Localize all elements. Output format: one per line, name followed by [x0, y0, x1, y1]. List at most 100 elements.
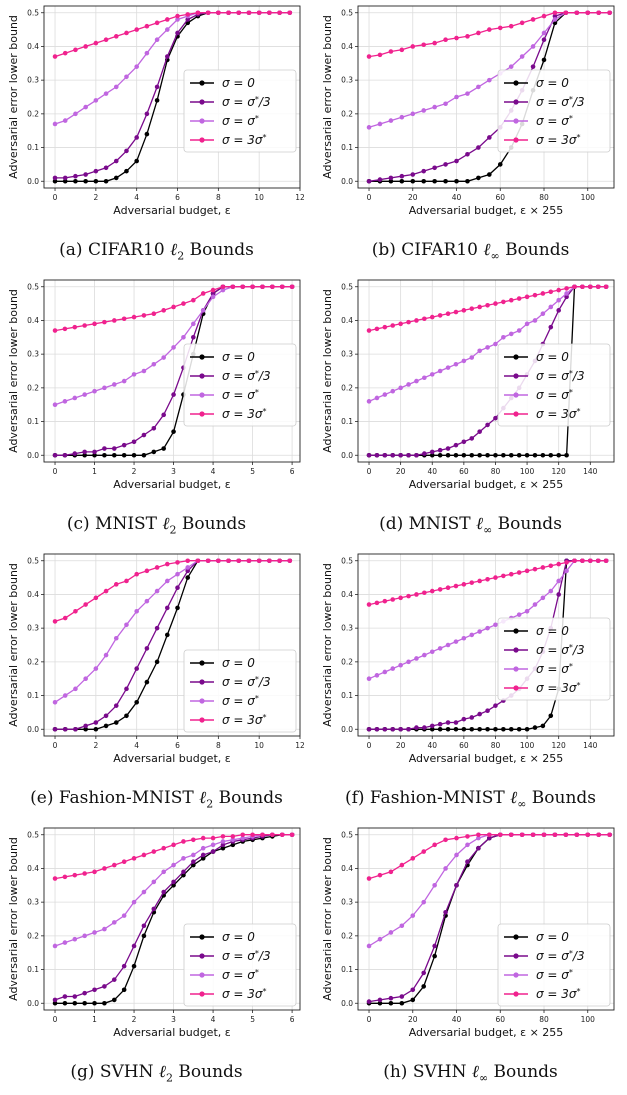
- data-point: [92, 987, 97, 993]
- data-point: [399, 114, 405, 120]
- data-point: [246, 10, 252, 16]
- x-tick-label: 0: [53, 467, 58, 476]
- data-point: [497, 25, 503, 31]
- data-point: [421, 178, 427, 184]
- data-point: [461, 716, 467, 722]
- data-point: [134, 608, 139, 614]
- data-point: [377, 936, 383, 942]
- data-point: [82, 990, 87, 996]
- data-point: [508, 726, 514, 732]
- data-point: [111, 452, 117, 458]
- data-point: [113, 635, 119, 641]
- data-point: [399, 862, 405, 868]
- data-point: [92, 869, 97, 875]
- y-tick-label: 0.3: [341, 898, 353, 907]
- data-point: [83, 44, 88, 49]
- data-point: [519, 54, 525, 59]
- series-3: [52, 10, 293, 59]
- data-point: [83, 178, 88, 184]
- data-point: [93, 178, 99, 184]
- y-tick-label: 0.2: [341, 383, 353, 392]
- data-point: [556, 297, 561, 303]
- x-tick-label: 40: [452, 1015, 462, 1024]
- legend-label: σ = 3σ*: [536, 681, 581, 696]
- data-point: [103, 723, 109, 729]
- caption: (g) SVHN ℓ2 Bounds: [70, 1062, 243, 1085]
- data-point: [508, 571, 514, 577]
- data-point: [406, 319, 411, 325]
- caption: (h) SVHN ℓ∞ Bounds: [383, 1062, 558, 1085]
- data-point: [154, 625, 160, 631]
- data-point: [366, 452, 372, 458]
- data-point: [563, 832, 569, 838]
- data-point: [102, 385, 107, 391]
- data-point: [398, 595, 403, 601]
- data-point: [399, 923, 405, 929]
- x-tick-label: 120: [552, 467, 567, 476]
- data-point: [92, 1000, 97, 1006]
- data-point: [124, 74, 129, 80]
- data-point: [205, 10, 211, 16]
- data-point: [487, 832, 492, 838]
- data-point: [134, 158, 139, 164]
- data-point: [508, 832, 514, 838]
- data-point: [532, 318, 538, 323]
- x-tick-label: 8: [216, 193, 221, 202]
- data-point: [124, 686, 129, 692]
- data-point: [540, 595, 546, 601]
- data-point: [421, 108, 427, 113]
- data-point: [461, 635, 467, 641]
- data-point: [453, 720, 459, 725]
- data-point: [103, 178, 109, 184]
- data-point: [519, 20, 525, 26]
- x-tick-label: 5: [250, 467, 255, 476]
- y-tick-label: 0.2: [27, 657, 39, 666]
- data-point: [595, 558, 601, 564]
- data-point: [131, 452, 137, 458]
- caption: (a) CIFAR10 ℓ2 Bounds: [59, 240, 254, 263]
- data-point: [210, 835, 216, 841]
- legend-marker: [199, 99, 205, 105]
- legend-label: σ = σ*: [536, 114, 573, 129]
- data-point: [151, 449, 157, 455]
- data-point: [113, 175, 119, 181]
- data-point: [429, 649, 435, 655]
- data-point: [421, 984, 427, 989]
- x-tick-label: 140: [583, 467, 598, 476]
- data-point: [165, 17, 170, 22]
- data-point: [181, 301, 186, 306]
- data-point: [422, 451, 427, 456]
- legend-marker: [199, 953, 205, 959]
- data-point: [374, 395, 380, 401]
- legend-label: σ = σ*/3: [222, 949, 271, 964]
- data-point: [552, 10, 558, 16]
- x-tick-label: 6: [290, 467, 295, 476]
- data-point: [607, 832, 612, 838]
- y-tick-label: 0.3: [341, 350, 353, 359]
- series-3: [52, 558, 293, 624]
- data-point: [443, 837, 448, 843]
- data-point: [171, 345, 176, 350]
- caption: (d) MNIST ℓ∞ Bounds: [379, 514, 562, 537]
- data-point: [476, 145, 481, 150]
- legend-label: σ = 0: [536, 350, 569, 364]
- data-point: [131, 963, 137, 969]
- x-tick-label: 60: [459, 741, 469, 750]
- series-3: [366, 558, 609, 607]
- x-tick-label: 6: [175, 193, 180, 202]
- data-point: [454, 158, 459, 164]
- data-point: [437, 313, 443, 318]
- data-point: [437, 721, 443, 727]
- data-point: [72, 395, 78, 401]
- data-point: [185, 568, 191, 574]
- legend-label: σ = σ*/3: [536, 949, 585, 964]
- y-tick-label: 0.4: [27, 316, 39, 325]
- y-tick-label: 0.5: [27, 282, 39, 291]
- legend-marker: [199, 679, 205, 685]
- data-point: [552, 832, 558, 838]
- legend-label: σ = σ*: [536, 968, 573, 983]
- data-point: [532, 602, 538, 607]
- data-point: [414, 656, 419, 661]
- data-point: [141, 923, 147, 929]
- data-point: [429, 723, 435, 729]
